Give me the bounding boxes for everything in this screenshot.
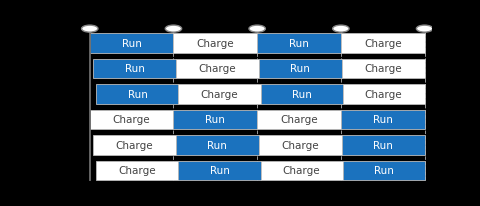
FancyBboxPatch shape xyxy=(173,34,257,53)
Text: Charge: Charge xyxy=(283,166,320,176)
FancyBboxPatch shape xyxy=(259,60,342,79)
Text: Charge: Charge xyxy=(281,140,319,150)
FancyBboxPatch shape xyxy=(259,136,342,155)
Text: Charge: Charge xyxy=(116,140,153,150)
Text: Charge: Charge xyxy=(113,115,150,125)
FancyBboxPatch shape xyxy=(261,161,343,180)
Text: Run: Run xyxy=(373,140,393,150)
Text: Run: Run xyxy=(289,39,309,49)
FancyBboxPatch shape xyxy=(342,136,424,155)
FancyBboxPatch shape xyxy=(341,34,424,53)
Text: Run: Run xyxy=(205,115,225,125)
Text: Run: Run xyxy=(291,90,312,99)
Text: Charge: Charge xyxy=(364,39,402,49)
Text: Run: Run xyxy=(121,39,142,49)
FancyBboxPatch shape xyxy=(179,85,261,104)
FancyBboxPatch shape xyxy=(90,110,173,129)
Text: Charge: Charge xyxy=(199,64,236,74)
Text: Charge: Charge xyxy=(365,90,402,99)
FancyBboxPatch shape xyxy=(93,60,176,79)
Text: Charge: Charge xyxy=(196,39,234,49)
Text: Charge: Charge xyxy=(280,115,318,125)
FancyBboxPatch shape xyxy=(96,85,179,104)
FancyBboxPatch shape xyxy=(90,34,173,53)
Circle shape xyxy=(165,26,181,33)
FancyBboxPatch shape xyxy=(96,161,179,180)
FancyBboxPatch shape xyxy=(342,60,424,79)
FancyBboxPatch shape xyxy=(176,60,259,79)
Circle shape xyxy=(333,26,349,33)
FancyBboxPatch shape xyxy=(257,34,341,53)
Circle shape xyxy=(416,26,433,33)
Text: Run: Run xyxy=(373,115,393,125)
FancyBboxPatch shape xyxy=(343,85,424,104)
Text: Run: Run xyxy=(290,64,310,74)
FancyBboxPatch shape xyxy=(343,161,424,180)
Text: Charge: Charge xyxy=(119,166,156,176)
Text: Charge: Charge xyxy=(364,64,402,74)
Circle shape xyxy=(82,26,98,33)
Circle shape xyxy=(249,26,265,33)
Text: Run: Run xyxy=(207,140,228,150)
FancyBboxPatch shape xyxy=(93,136,176,155)
Text: Run: Run xyxy=(210,166,229,176)
FancyBboxPatch shape xyxy=(341,110,424,129)
FancyBboxPatch shape xyxy=(173,110,257,129)
FancyBboxPatch shape xyxy=(261,85,343,104)
Text: Charge: Charge xyxy=(201,90,238,99)
FancyBboxPatch shape xyxy=(176,136,259,155)
FancyBboxPatch shape xyxy=(257,110,341,129)
Text: Run: Run xyxy=(373,166,394,176)
Text: Run: Run xyxy=(128,90,147,99)
Text: Run: Run xyxy=(125,64,144,74)
FancyBboxPatch shape xyxy=(179,161,261,180)
